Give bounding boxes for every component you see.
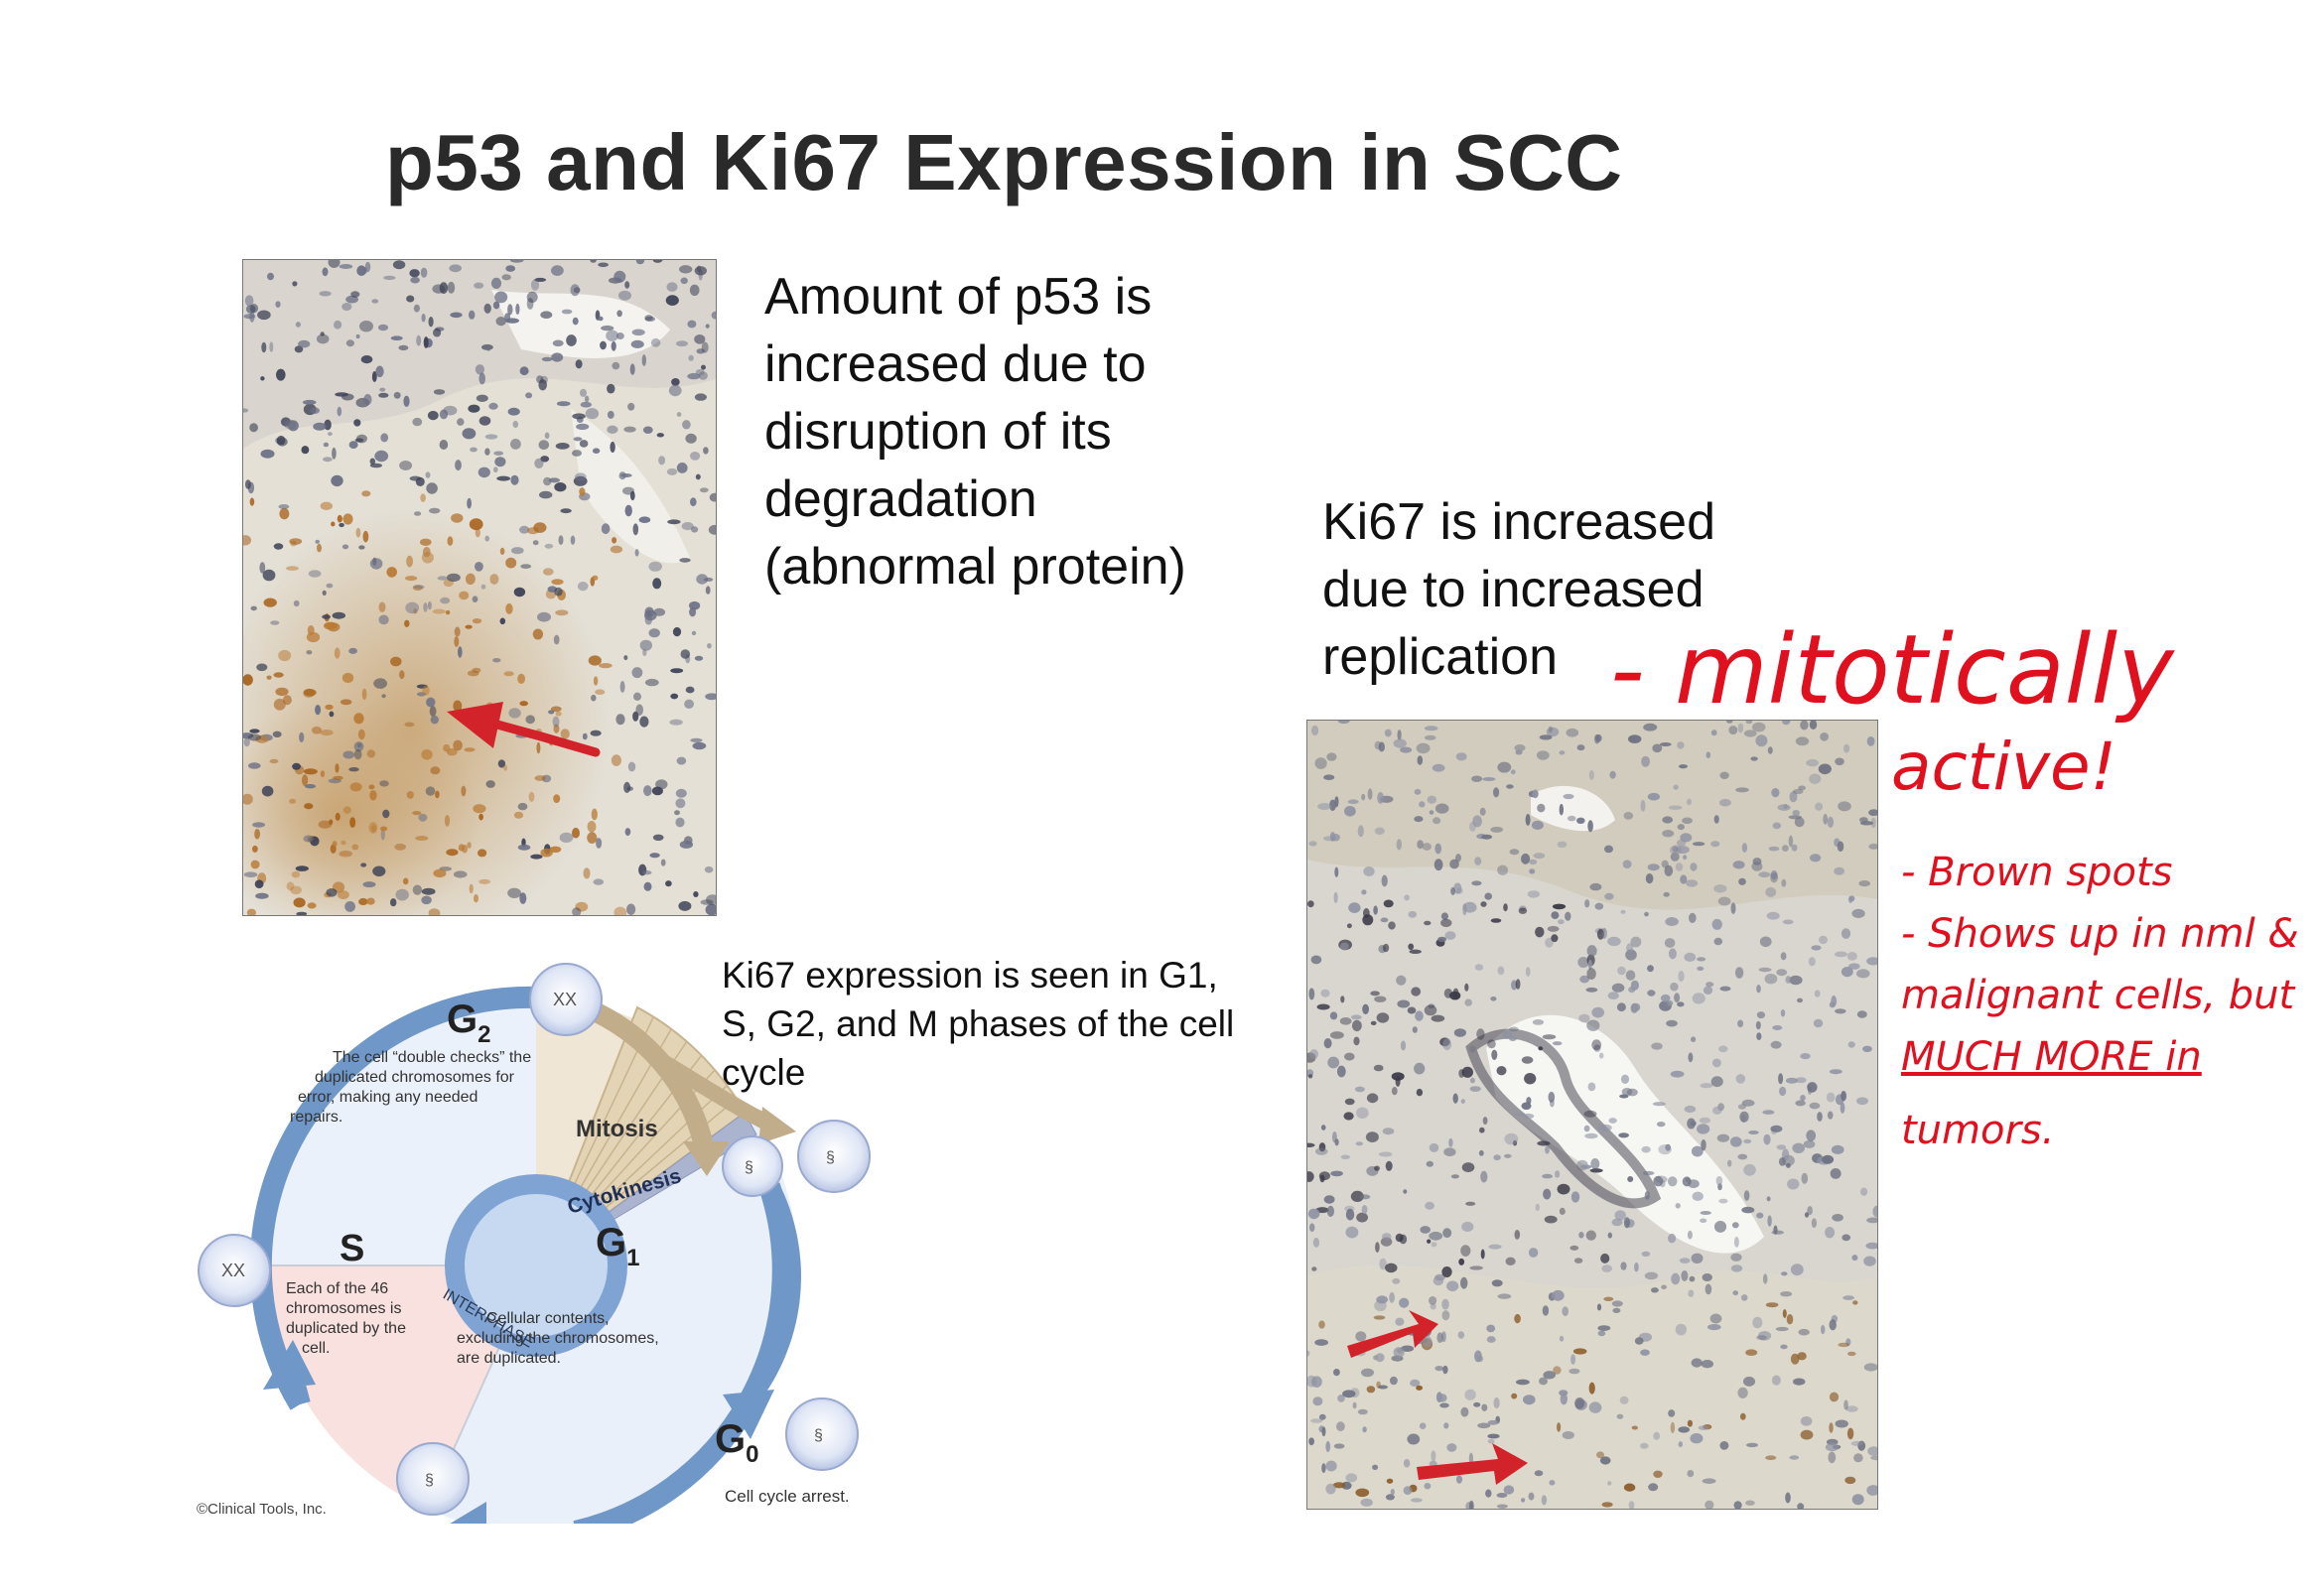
cell-top: XX	[529, 963, 603, 1036]
annotation-note: MUCH MORE in	[1901, 1034, 2202, 1080]
p53-text-line: disruption of its	[764, 403, 1112, 461]
svg-text:§: §	[745, 1159, 753, 1176]
p53-text-line: degradation	[764, 470, 1037, 528]
annotation-note: tumors.	[1901, 1108, 2055, 1153]
s-desc-line: Each of the 46	[286, 1280, 388, 1297]
svg-text:§: §	[826, 1149, 835, 1166]
ki67-phases-line: S, G2, and M phases of the cell	[722, 1003, 1235, 1044]
slide-title: p53 and Ki67 Expression in SCC	[385, 118, 1623, 206]
g2-label: G2	[447, 998, 490, 1048]
ki67-phases-description: Ki67 expression is seen in G1, S, G2, an…	[722, 951, 1234, 1097]
svg-text:XX: XX	[221, 1261, 245, 1280]
cell-cycle-diagram: INTERPHASE XX § § XX § § G2 The cell “do…	[189, 938, 903, 1555]
cell-left: XX	[198, 1234, 271, 1307]
p53-text-line: (abnormal protein)	[764, 538, 1186, 596]
g2-desc-line: repairs.	[290, 1109, 342, 1126]
g1-desc-line: Cellular contents,	[486, 1310, 610, 1327]
g1-label: G1	[596, 1221, 639, 1271]
p53-description: Amount of p53 is increased due to disrup…	[764, 263, 1186, 600]
g0-label: G0	[715, 1417, 758, 1468]
s-desc-line: duplicated by the	[286, 1320, 406, 1337]
annotation-note: - Brown spots	[1901, 850, 2173, 895]
ki67-phases-line: Ki67 expression is seen in G1,	[722, 955, 1218, 996]
ki67-text-line: Ki67 is increased	[1322, 493, 1715, 551]
p53-micrograph	[242, 259, 717, 916]
annotation-note: malignant cells, but	[1901, 973, 2295, 1018]
annotation-notes: - Brown spots - Shows up in nml & malign…	[1901, 842, 2299, 1161]
cell-bottom: §	[396, 1442, 470, 1516]
g1-desc-line: excluding the chromosomes,	[457, 1330, 659, 1347]
s-desc-line: chromosomes is	[286, 1300, 401, 1317]
g1-desc-line: are duplicated.	[457, 1350, 561, 1367]
annotation-note: - Shows up in nml &	[1901, 911, 2299, 957]
annotation-active: active!	[1891, 729, 2117, 805]
g2-desc-line: error, making any needed	[298, 1089, 478, 1106]
ki67-description: Ki67 is increased due to increased repli…	[1322, 488, 1715, 691]
s-desc-line: cell.	[302, 1340, 330, 1357]
ki67-phases-line: cycle	[722, 1052, 806, 1093]
cell-right: §	[722, 1135, 783, 1197]
mitosis-label: Mitosis	[576, 1116, 658, 1142]
p53-micrograph-image	[243, 260, 716, 915]
g2-desc-line: The cell “double checks” the	[333, 1049, 531, 1066]
p53-text-line: Amount of p53 is	[764, 268, 1153, 326]
svg-text:§: §	[425, 1472, 434, 1489]
s-label: S	[340, 1228, 364, 1269]
cell-g0: §	[785, 1397, 859, 1471]
ki67-micrograph-image	[1307, 721, 1877, 1509]
svg-text:§: §	[814, 1427, 823, 1444]
ki67-text-line: due to increased	[1322, 561, 1705, 618]
ki67-micrograph	[1306, 720, 1878, 1510]
svg-text:XX: XX	[553, 990, 577, 1009]
copyright-text: ©Clinical Tools, Inc.	[197, 1501, 327, 1518]
g0-desc: Cell cycle arrest.	[725, 1487, 850, 1506]
cell-right-daughter: §	[797, 1120, 871, 1193]
g2-desc-line: duplicated chromosomes for	[315, 1069, 515, 1086]
annotation-mitotically: - mitotically	[1610, 614, 2174, 726]
ki67-text-line: replication	[1322, 628, 1559, 686]
p53-text-line: increased due to	[764, 335, 1147, 393]
cell-cycle-svg: INTERPHASE XX § § XX § § G2 The cell “do…	[197, 963, 871, 1555]
